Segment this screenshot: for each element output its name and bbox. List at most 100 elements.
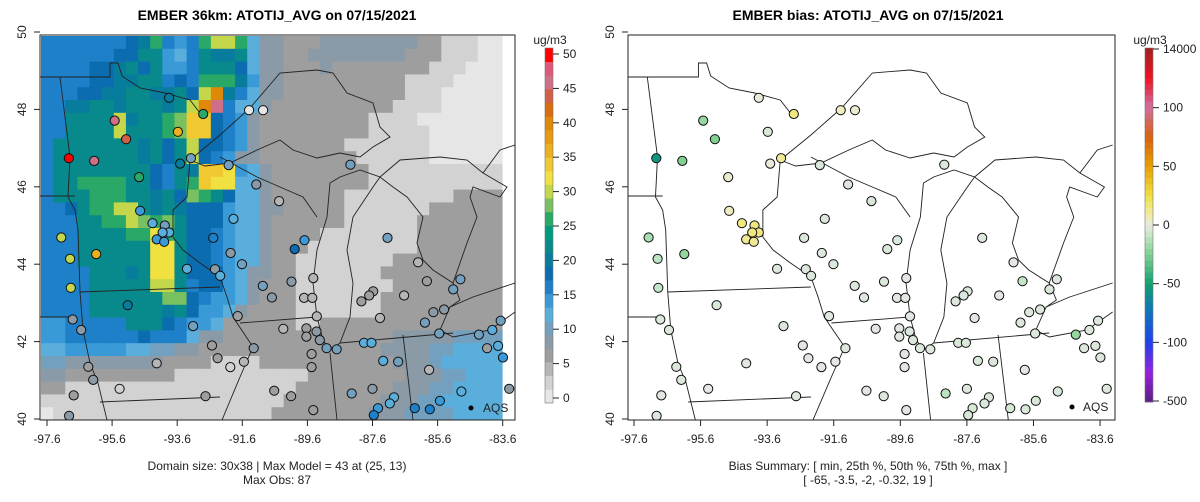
grid-cell	[65, 292, 78, 306]
grid-cell	[344, 87, 358, 101]
grid-cell	[150, 100, 163, 114]
grid-cell	[150, 164, 163, 178]
grid-cell	[174, 87, 188, 101]
obs-point	[384, 398, 395, 409]
grid-cell	[65, 228, 78, 242]
bias-point	[806, 270, 817, 281]
grid-cell	[41, 266, 54, 280]
obs-point	[307, 292, 318, 303]
grid-cell	[174, 36, 188, 50]
grid-cell	[295, 176, 309, 191]
aqs-legend-marker	[1069, 404, 1075, 410]
grid-cell	[380, 215, 394, 229]
grid-cell	[368, 189, 382, 203]
obs-point	[374, 312, 386, 324]
grid-cell	[295, 279, 309, 293]
grid-cell	[429, 87, 442, 101]
grid-cell	[65, 74, 78, 88]
grid-cell	[320, 61, 333, 75]
grid-cell	[113, 189, 127, 203]
grid-cell	[489, 125, 503, 139]
grid-cell	[198, 368, 212, 383]
grid-cell	[320, 36, 333, 50]
obs-point	[68, 390, 79, 401]
grid-cell	[53, 368, 66, 383]
colorbar-bin	[545, 252, 553, 267]
colorbar-bin	[1145, 242, 1153, 249]
grid-cell	[307, 138, 321, 152]
grid-cell	[307, 48, 321, 63]
x-tick-label: -95.6	[687, 432, 715, 446]
obs-point	[306, 362, 317, 373]
grid-cell	[186, 330, 200, 344]
grid-cell	[41, 240, 54, 255]
obs-point	[269, 385, 280, 396]
x-tick-label: -91.6	[820, 432, 848, 446]
grid-cell	[125, 266, 139, 280]
grid-cell	[174, 48, 188, 63]
bias-point	[765, 158, 776, 169]
grid-cell	[429, 125, 442, 139]
obs-point	[448, 284, 459, 295]
grid-cell	[332, 266, 345, 280]
grid-cell	[259, 74, 273, 88]
grid-cell	[174, 368, 188, 383]
grid-cell	[235, 202, 248, 216]
grid-cell	[271, 253, 285, 267]
grid-cell	[404, 112, 418, 127]
grid-cell	[210, 202, 224, 216]
grid-cell	[53, 138, 66, 152]
bias-point	[1008, 257, 1019, 268]
bias-point	[741, 358, 752, 369]
grid-cell	[77, 304, 91, 319]
grid-cell	[465, 317, 479, 331]
grid-cell	[235, 266, 248, 280]
grid-cell	[332, 394, 345, 408]
grid-cell	[101, 138, 115, 152]
y-tick-label: 50	[15, 25, 29, 39]
grid-cell	[162, 125, 176, 139]
grid-cell	[465, 87, 479, 101]
bias-point	[1020, 404, 1031, 415]
grid-cell	[392, 330, 406, 344]
bias-point	[950, 296, 961, 307]
x-tick-label: -89.6	[887, 432, 915, 446]
x-tick-label: -97.6	[33, 432, 61, 446]
grid-cell	[332, 381, 345, 395]
bias-point	[861, 385, 872, 396]
grid-cell	[222, 394, 236, 408]
grid-cell	[320, 87, 333, 101]
grid-cell	[307, 381, 321, 395]
obs-point	[232, 311, 243, 322]
grid-cell	[53, 394, 66, 408]
grid-cell	[53, 48, 66, 63]
grid-cell	[320, 164, 333, 178]
bias-point	[969, 312, 980, 324]
grid-cell	[417, 394, 430, 408]
grid-cell	[356, 356, 370, 370]
grid-cell	[247, 356, 260, 370]
grid-cell	[477, 74, 491, 88]
grid-cell	[174, 279, 188, 293]
colorbar-bin	[1145, 295, 1153, 303]
grid-cell	[489, 151, 503, 165]
grid-cell	[53, 266, 66, 280]
grid-cell	[380, 48, 394, 63]
colorbar-bin	[545, 307, 553, 322]
grid-cell	[392, 138, 406, 152]
grid-cell	[210, 381, 224, 395]
bias-point	[1095, 352, 1106, 363]
grid-cell	[186, 100, 200, 114]
obs-point	[311, 326, 322, 337]
grid-cell	[417, 304, 430, 319]
grid-cell	[465, 74, 479, 88]
x-tick-label: -91.6	[229, 432, 257, 446]
colorbar-bin	[1145, 307, 1153, 314]
grid-cell	[53, 100, 66, 114]
colorbar-bin	[1145, 266, 1153, 273]
grid-cell	[332, 240, 345, 255]
obs-point	[244, 105, 255, 116]
grid-cell	[344, 125, 358, 139]
grid-cell	[453, 100, 467, 114]
grid-cell	[344, 240, 358, 255]
